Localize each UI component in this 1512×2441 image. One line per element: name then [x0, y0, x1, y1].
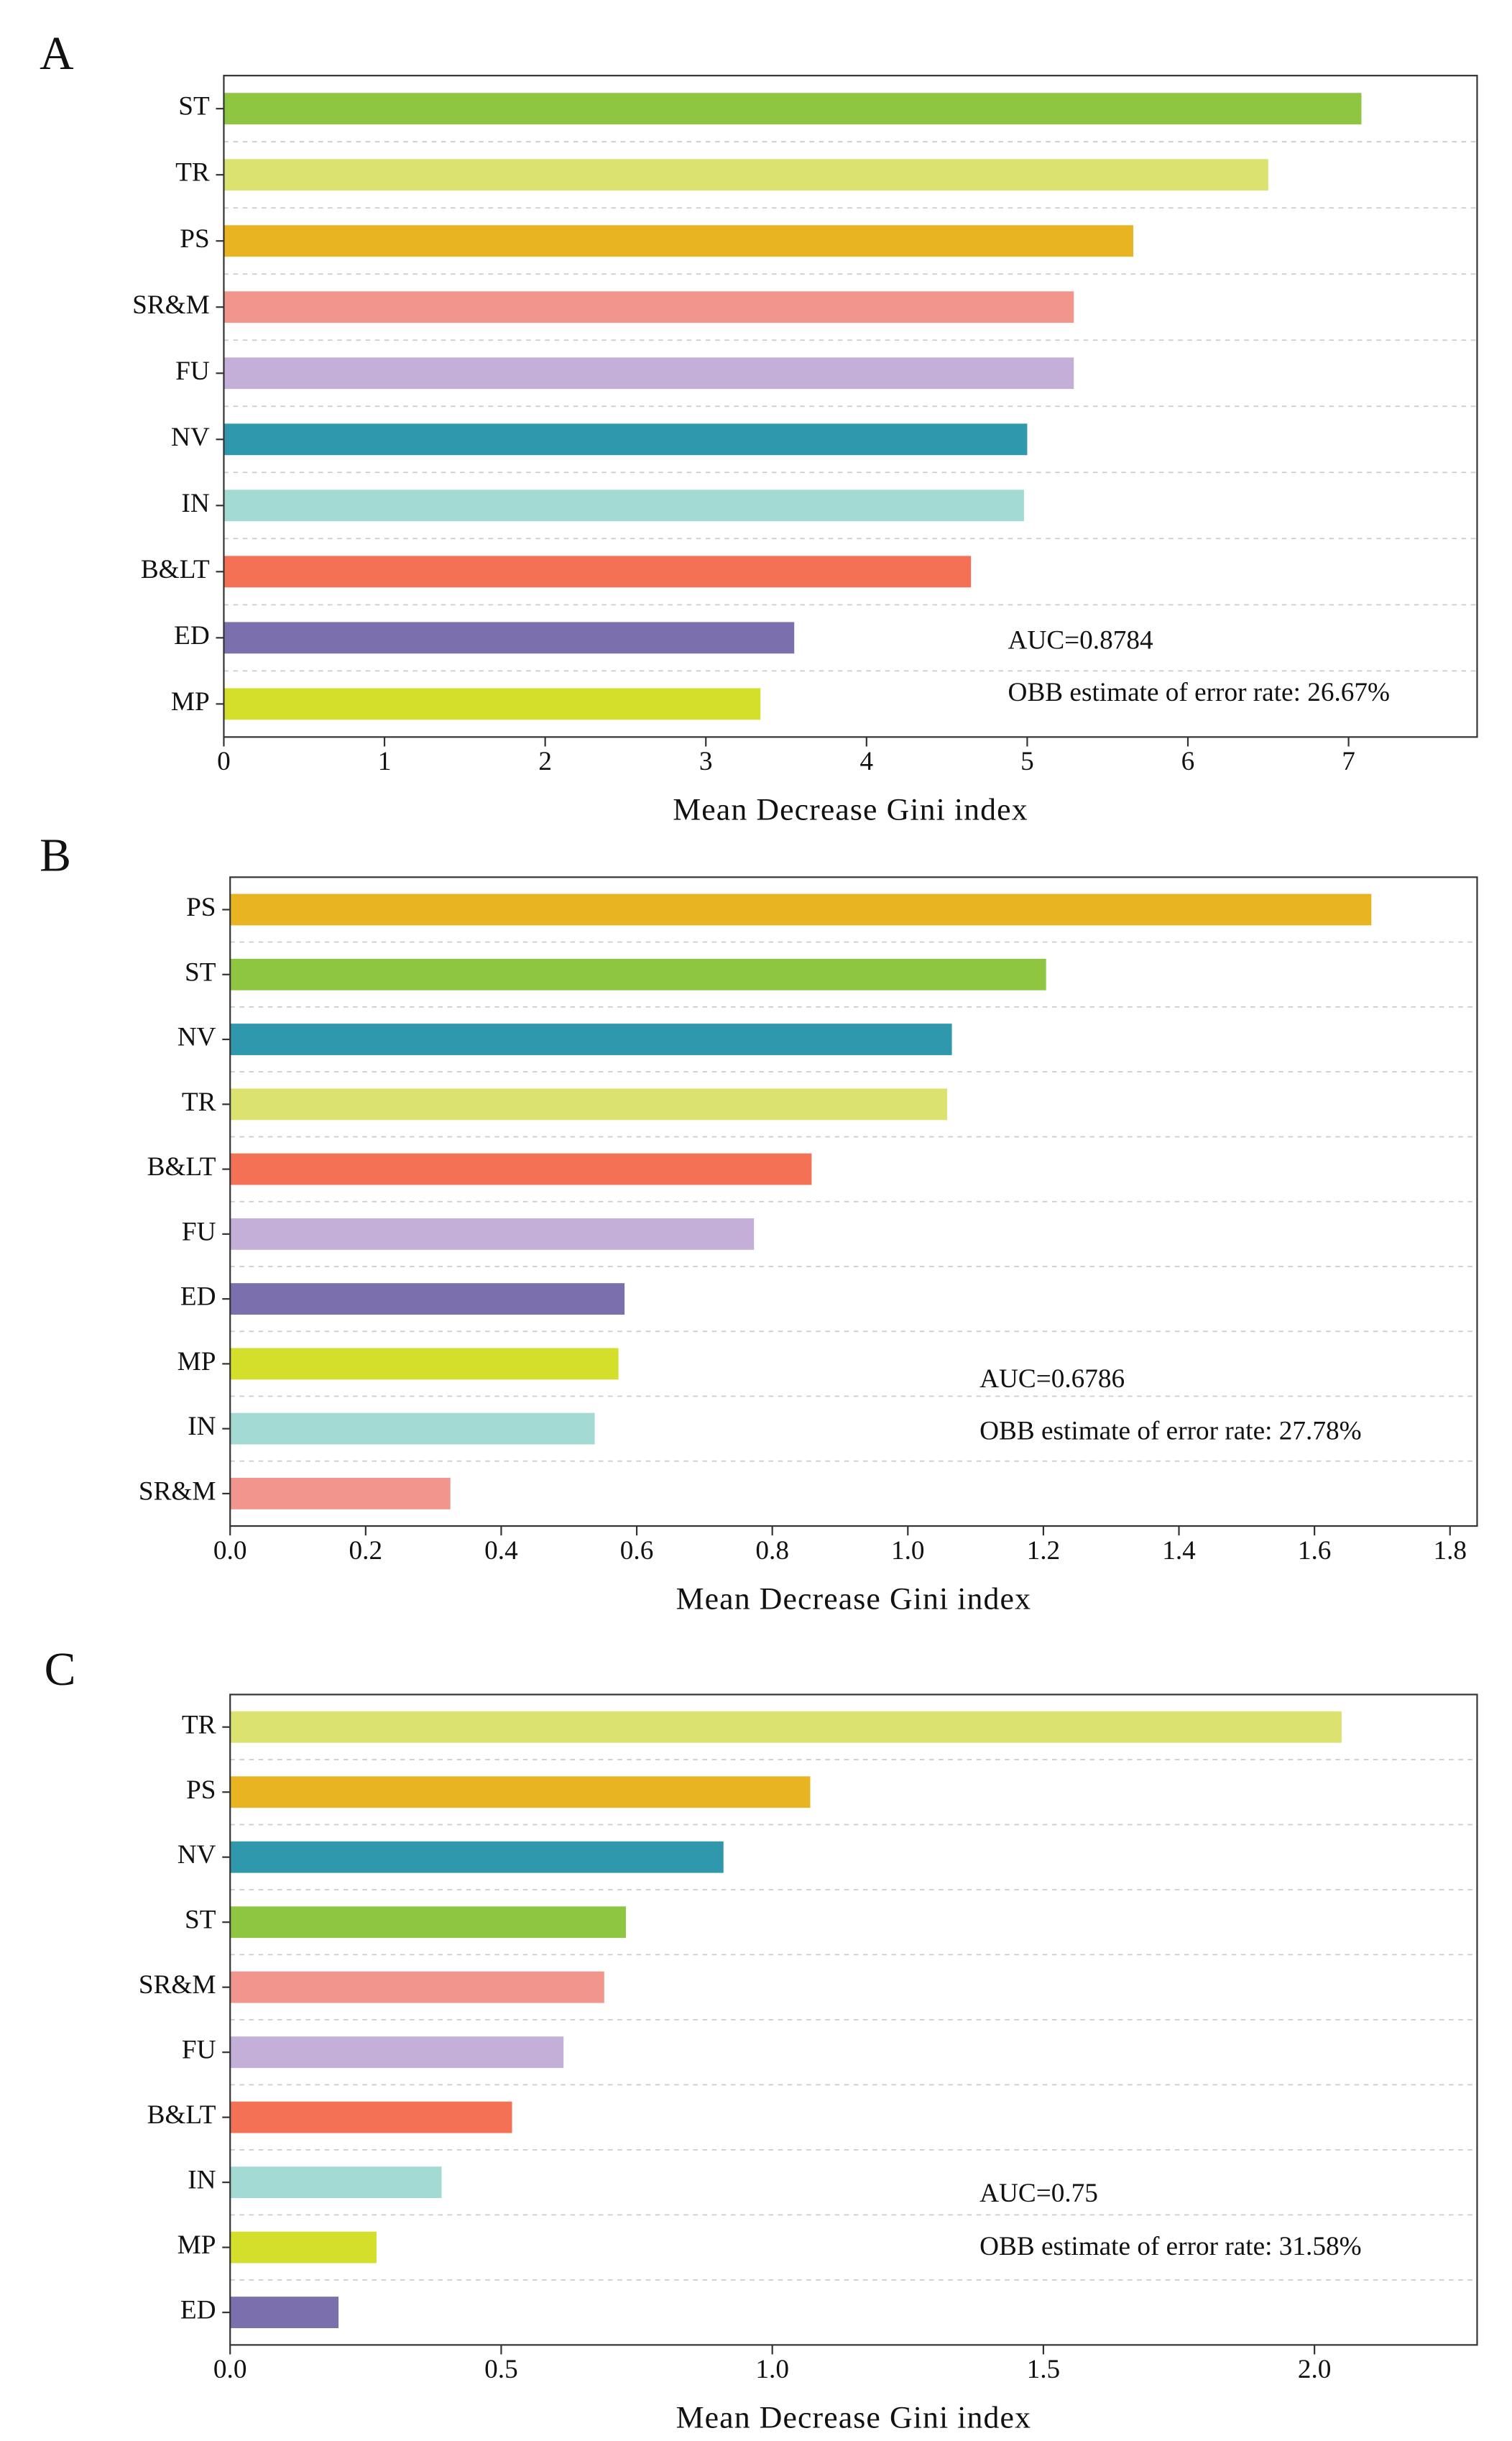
y-tick-label: B&LT	[141, 555, 210, 584]
bar	[223, 423, 1028, 456]
x-tick-label: 1.2	[1027, 1536, 1061, 1566]
bar	[230, 1024, 952, 1055]
bar	[230, 1412, 595, 1445]
bar	[230, 1906, 626, 1939]
bar	[230, 2101, 512, 2133]
y-tick-label: FU	[175, 357, 210, 386]
bar	[230, 1153, 812, 1185]
plot-frame	[229, 876, 1478, 1527]
y-tick-label: MP	[171, 687, 210, 717]
bar	[230, 893, 1372, 926]
annotation: OBB estimate of error rate: 27.78%	[979, 1416, 1361, 1445]
bar	[230, 1711, 1342, 1743]
x-tick-label: 1.8	[1433, 1536, 1467, 1566]
bar	[223, 357, 1074, 390]
y-tick-label: MP	[178, 1347, 216, 1376]
y-tick-label: SR&M	[132, 290, 210, 320]
x-tick-label: 0.4	[484, 1536, 518, 1566]
y-tick-label: NV	[178, 1023, 216, 1052]
bar	[223, 159, 1268, 191]
bar	[230, 2297, 339, 2329]
y-tick-label: PS	[186, 893, 216, 922]
bar	[230, 2231, 377, 2263]
annotation: OBB estimate of error rate: 31.58%	[979, 2232, 1361, 2261]
panel-label: C	[45, 1643, 76, 1696]
x-tick-label: 7	[1342, 747, 1355, 776]
y-tick-label: NV	[171, 423, 210, 452]
bar	[230, 958, 1046, 990]
x-tick-label: 0.0	[213, 1536, 247, 1566]
x-axis-title: Mean Decrease Gini index	[673, 793, 1028, 827]
y-tick-label: PS	[186, 1775, 216, 1805]
bar	[230, 1088, 947, 1121]
bar	[230, 1776, 811, 1808]
y-tick-label: B&LT	[147, 1152, 216, 1182]
x-tick-label: 0.0	[213, 2355, 247, 2384]
y-tick-label: TR	[182, 1710, 216, 1739]
y-tick-label: SR&M	[139, 1970, 216, 2000]
bar	[230, 1218, 755, 1250]
x-tick-label: 6	[1181, 747, 1195, 776]
x-tick-label: 2.0	[1298, 2355, 1332, 2384]
bar	[230, 1348, 619, 1380]
y-tick-label: IN	[188, 2166, 216, 2195]
plot-frame	[223, 75, 1478, 738]
bar	[223, 489, 1024, 522]
y-tick-label: SR&M	[139, 1476, 216, 1506]
plot-frame	[229, 1693, 1478, 2346]
y-tick-label: TR	[175, 158, 210, 188]
x-tick-label: 1.0	[755, 2355, 789, 2384]
x-tick-label: 1.0	[891, 1536, 925, 1566]
y-tick-label: IN	[181, 489, 209, 518]
bar	[230, 2036, 564, 2069]
y-tick-label: FU	[182, 2036, 216, 2065]
bar	[223, 291, 1074, 323]
y-tick-label: ST	[185, 1906, 216, 1935]
x-tick-label: 0.5	[484, 2355, 518, 2384]
x-tick-label: 1.4	[1162, 1536, 1196, 1566]
x-tick-label: 0.2	[349, 1536, 383, 1566]
bar	[230, 1841, 724, 1873]
y-tick-label: IN	[188, 1412, 216, 1441]
bar	[230, 1283, 625, 1315]
x-tick-label: 0.8	[755, 1536, 789, 1566]
y-tick-label: TR	[182, 1088, 216, 1117]
y-tick-label: ED	[180, 1282, 216, 1312]
x-tick-label: 2	[538, 747, 552, 776]
x-tick-label: 0	[217, 747, 231, 776]
bar	[223, 688, 761, 720]
annotation: AUC=0.75	[979, 2179, 1098, 2208]
x-axis-title: Mean Decrease Gini index	[676, 1581, 1031, 1616]
x-tick-label: 1.6	[1298, 1536, 1332, 1566]
bar	[230, 1971, 604, 2003]
y-tick-label: B&LT	[147, 2100, 216, 2130]
y-tick-label: NV	[178, 1840, 216, 1870]
y-tick-label: ED	[174, 621, 210, 651]
bar	[230, 2166, 442, 2199]
x-tick-label: 4	[860, 747, 874, 776]
x-tick-label: 0.6	[620, 1536, 654, 1566]
x-tick-label: 1	[378, 747, 392, 776]
y-tick-label: ST	[185, 957, 216, 987]
annotation: OBB estimate of error rate: 26.67%	[1008, 678, 1390, 707]
bar	[223, 225, 1133, 257]
x-tick-label: 3	[699, 747, 713, 776]
annotation: AUC=0.6786	[979, 1364, 1125, 1394]
x-tick-label: 1.5	[1027, 2355, 1061, 2384]
bar	[223, 622, 795, 654]
bar	[223, 93, 1362, 125]
bar	[223, 556, 972, 588]
annotation: AUC=0.8784	[1008, 625, 1153, 655]
y-tick-label: ED	[180, 2296, 216, 2325]
y-tick-label: FU	[182, 1217, 216, 1246]
panel-label: B	[40, 829, 71, 881]
y-tick-label: ST	[178, 92, 210, 121]
y-tick-label: MP	[178, 2230, 216, 2260]
x-tick-label: 5	[1020, 747, 1034, 776]
panel-label: A	[40, 27, 73, 80]
y-tick-label: PS	[180, 224, 209, 254]
bar	[230, 1478, 451, 1509]
x-axis-title: Mean Decrease Gini index	[676, 2401, 1031, 2435]
